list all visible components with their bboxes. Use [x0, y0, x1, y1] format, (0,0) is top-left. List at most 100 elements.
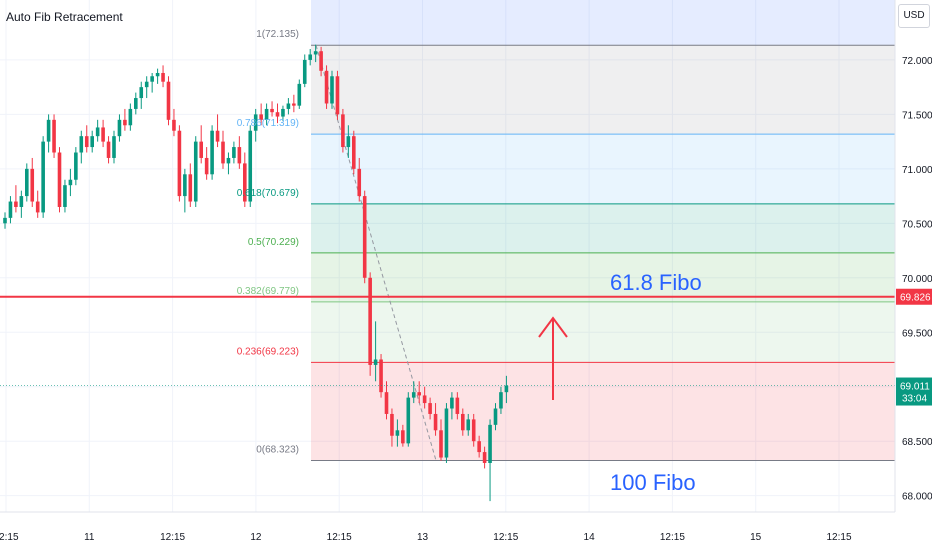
candle: [172, 108, 176, 137]
candle: [177, 125, 182, 202]
candle-body: [270, 108, 274, 113]
candle: [455, 392, 460, 420]
grid-layer: [0, 0, 895, 512]
candle-body: [324, 70, 329, 104]
candle: [444, 403, 449, 463]
candle-body: [411, 392, 416, 398]
candle-body: [90, 136, 94, 148]
price-tick-label: 71.500: [902, 110, 932, 121]
candle: [3, 212, 7, 229]
annotation-fibo-100[interactable]: 100 Fibo: [610, 470, 696, 495]
price-tick-label: 70.500: [902, 219, 932, 230]
candle: [395, 419, 400, 447]
candle: [74, 147, 78, 186]
candle-body: [401, 430, 405, 444]
candle: [390, 408, 394, 447]
candle-body: [57, 152, 62, 207]
candle: [357, 157, 362, 202]
trendline: [315, 45, 437, 461]
candle: [243, 152, 247, 207]
candle: [95, 119, 100, 142]
up-arrow-head: [538, 316, 568, 338]
candle-body: [362, 196, 367, 278]
candle-body: [232, 147, 236, 158]
candle: [30, 157, 35, 207]
candle: [297, 79, 302, 109]
candle-body: [166, 81, 171, 120]
indicator-title[interactable]: Auto Fib Retracement: [6, 10, 123, 24]
candle-body: [237, 147, 242, 164]
time-tick-label: 12:15: [660, 532, 685, 543]
candle-body: [395, 430, 400, 436]
candle: [188, 163, 193, 207]
candle-body: [172, 119, 176, 131]
candle-body: [30, 168, 35, 202]
candle: [237, 136, 242, 169]
candle: [215, 114, 220, 148]
fib-lines: [311, 44, 895, 461]
candle-body: [210, 130, 214, 175]
price-tick-label: 72.000: [902, 56, 932, 67]
candlestick-series: [3, 44, 509, 502]
candle-body: [221, 141, 225, 164]
candle: [302, 54, 307, 88]
candle: [25, 163, 29, 202]
fib-zone: [311, 301, 895, 363]
candle-body: [101, 127, 105, 142]
candle-body: [352, 136, 356, 169]
candle: [281, 105, 285, 121]
candle: [352, 130, 356, 175]
candle-body: [330, 76, 334, 104]
candle-body: [499, 392, 503, 409]
candle: [199, 125, 203, 164]
price-tick-label: 68.500: [902, 437, 932, 448]
candle: [324, 65, 329, 109]
candle-body: [406, 397, 411, 444]
candle-body: [63, 185, 67, 207]
time-tick-label: 12: [250, 532, 262, 543]
candle: [406, 392, 411, 447]
candle: [101, 119, 105, 148]
fib-zone-top: [311, 0, 895, 46]
candle-body: [35, 201, 40, 213]
candle: [319, 46, 323, 77]
candle-body: [417, 392, 421, 396]
candle: [422, 386, 427, 409]
candle: [433, 403, 438, 436]
candle: [221, 130, 225, 169]
candle: [193, 136, 198, 207]
time-tick-label: 12:15: [826, 532, 851, 543]
candle: [292, 94, 296, 113]
annotation-fibo-618[interactable]: 61.8 Fibo: [610, 270, 702, 295]
fib-labels: 1(72.135) 0.786(71.319) 0.618(70.679) 0.5(7…: [237, 29, 299, 455]
price-tick-label: 69.500: [902, 328, 932, 339]
candle: [210, 125, 214, 180]
currency-button[interactable]: USD: [898, 4, 930, 28]
time-axis: 12:15 11 12:15 12 12:15 13 12:15 14 12:15 15 12:15: [0, 511, 895, 543]
candle: [155, 68, 160, 84]
candle-body: [3, 217, 7, 224]
candle-body: [346, 136, 351, 148]
candle-body: [461, 413, 465, 431]
candle-body: [493, 408, 498, 425]
candle-body: [488, 424, 492, 463]
candle: [183, 168, 187, 213]
candle-body: [319, 51, 323, 71]
candle: [19, 190, 24, 218]
candle: [84, 125, 89, 153]
candle: [270, 101, 274, 117]
fib-level-label: 0.786(71.319): [237, 118, 299, 129]
candle: [150, 72, 154, 93]
candle: [411, 381, 416, 404]
hline-price-badge: [896, 288, 932, 305]
candle: [477, 435, 481, 458]
candle-body: [368, 277, 372, 365]
candle: [286, 98, 291, 115]
candle-body: [25, 168, 29, 197]
candle: [450, 392, 454, 420]
fib-level-label: 0.618(70.679): [237, 188, 299, 199]
fib-zone: [311, 134, 895, 204]
fib-level-label: 0.5(70.229): [248, 237, 299, 248]
